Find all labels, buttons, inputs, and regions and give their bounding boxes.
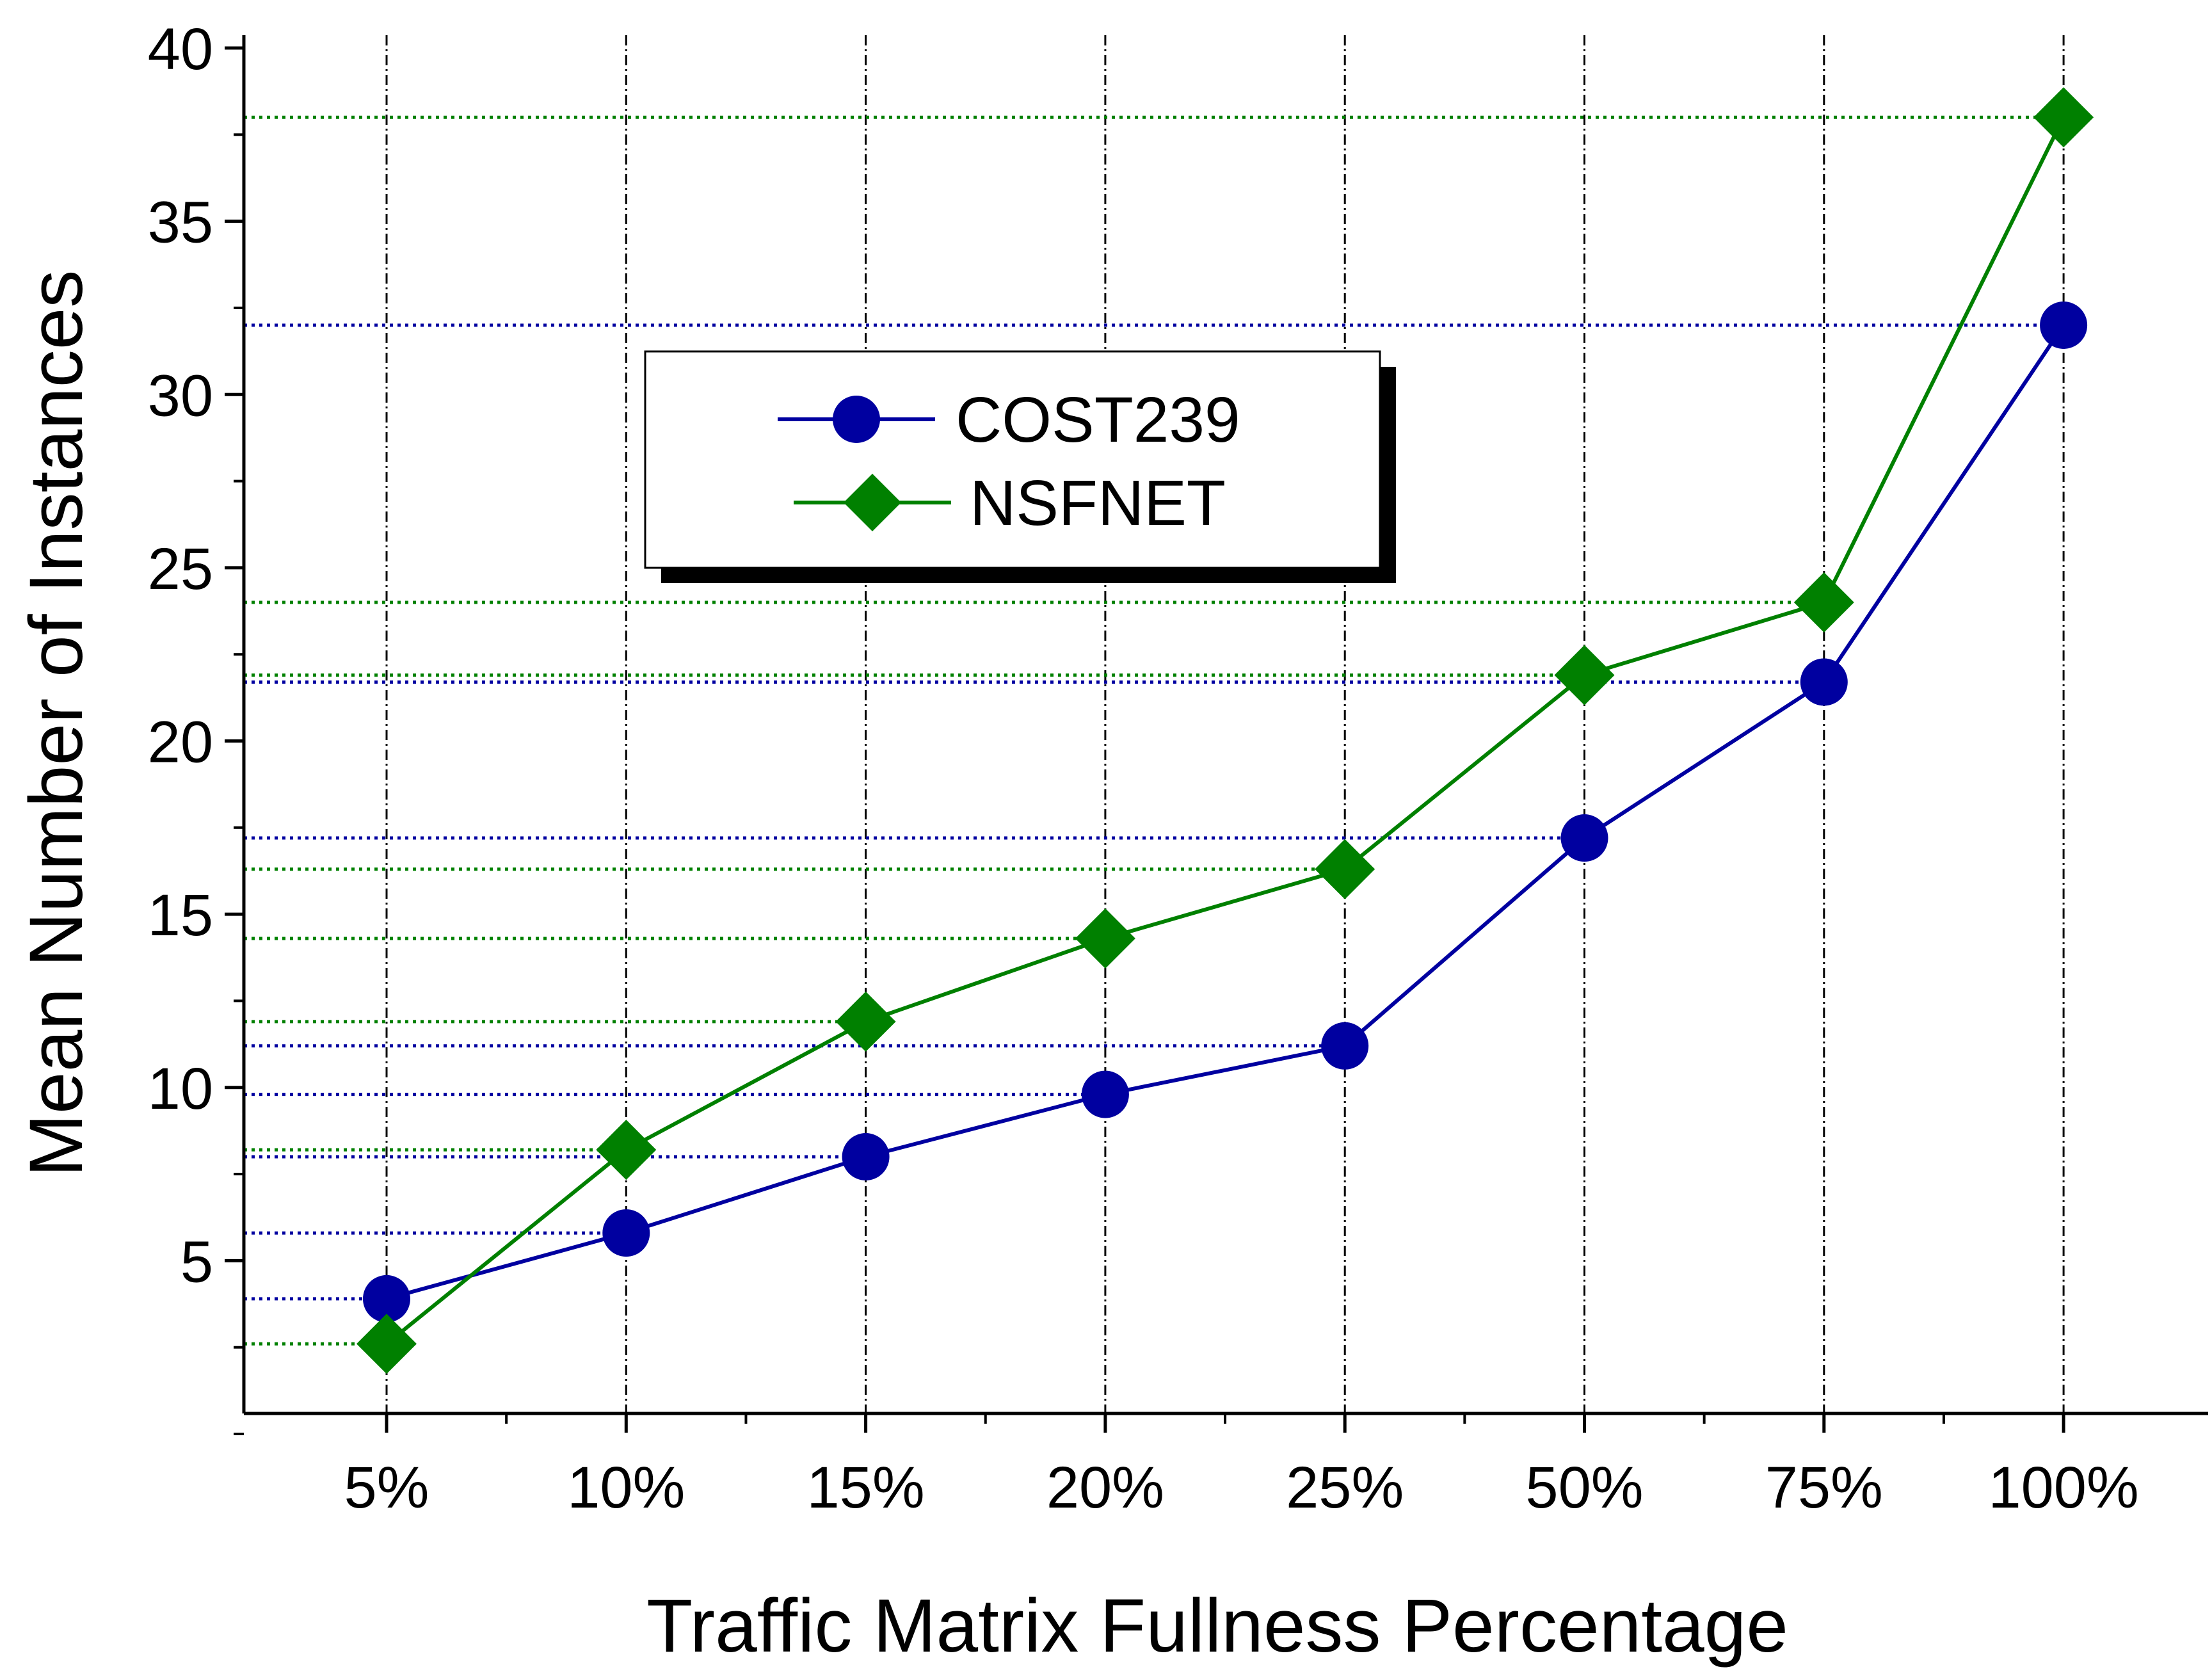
data-point-cost239 bbox=[842, 1133, 890, 1180]
x-tick-label: 50% bbox=[1525, 1455, 1643, 1520]
data-point-nsfnet bbox=[596, 1120, 657, 1180]
y-tick-label: 5 bbox=[180, 1229, 213, 1294]
data-point-nsfnet bbox=[1315, 839, 1375, 899]
y-tick-label: 40 bbox=[148, 17, 213, 82]
x-tick-label: 10% bbox=[567, 1455, 685, 1520]
data-point-nsfnet bbox=[1075, 908, 1135, 969]
legend: COST239 NSFNET bbox=[644, 350, 1396, 583]
y-tick-label: 30 bbox=[148, 363, 213, 428]
data-point-cost239 bbox=[363, 1275, 410, 1323]
legend-box bbox=[644, 350, 1381, 569]
guide-lines-layer bbox=[244, 115, 2064, 1346]
data-point-nsfnet bbox=[1793, 572, 1854, 632]
data-point-nsfnet bbox=[357, 1314, 417, 1374]
y-tick-label: 10 bbox=[148, 1056, 213, 1122]
legend-marker-cost239 bbox=[833, 396, 880, 443]
data-point-cost239 bbox=[2040, 302, 2088, 349]
x-tick-label: 100% bbox=[1988, 1455, 2138, 1520]
x-tick-label: 25% bbox=[1286, 1455, 1404, 1520]
legend-marker-nsfnet bbox=[844, 474, 901, 531]
series-line-nsfnet bbox=[385, 116, 2065, 1346]
data-point-nsfnet bbox=[835, 991, 896, 1052]
data-point-cost239 bbox=[1321, 1022, 1369, 1070]
x-tick-label: 5% bbox=[344, 1455, 429, 1520]
x-tick-label: 75% bbox=[1765, 1455, 1883, 1520]
data-point-cost239 bbox=[1081, 1070, 1129, 1118]
x-tick-label: 15% bbox=[807, 1455, 925, 1520]
y-tick-label: 15 bbox=[148, 883, 213, 948]
legend-label-nsfnet: NSFNET bbox=[970, 467, 1226, 539]
x-ticks: 5% 10% 15% 20% 25% 50% 75% 100% bbox=[344, 1413, 2139, 1520]
grid-layer bbox=[385, 35, 2065, 1413]
data-point-nsfnet bbox=[2033, 87, 2094, 148]
y-tick-label: 35 bbox=[148, 190, 213, 255]
x-axis-title: Traffic Matrix Fullness Percentage bbox=[646, 1584, 1788, 1668]
x-tick-label: 20% bbox=[1046, 1455, 1164, 1520]
y-tick-label: 20 bbox=[148, 710, 213, 775]
y-ticks: 5 10 15 20 25 30 35 40 bbox=[148, 17, 244, 1435]
y-tick-label: 25 bbox=[148, 536, 213, 602]
legend-label-cost239: COST239 bbox=[956, 384, 1240, 456]
series-layer bbox=[357, 87, 2094, 1374]
data-point-cost239 bbox=[1800, 658, 1848, 706]
series-line-cost239 bbox=[386, 324, 2065, 1301]
data-point-cost239 bbox=[602, 1209, 650, 1257]
y-axis-title: Mean Number of Instances bbox=[14, 270, 99, 1177]
data-point-nsfnet bbox=[1554, 645, 1615, 705]
data-point-cost239 bbox=[1560, 814, 1608, 862]
